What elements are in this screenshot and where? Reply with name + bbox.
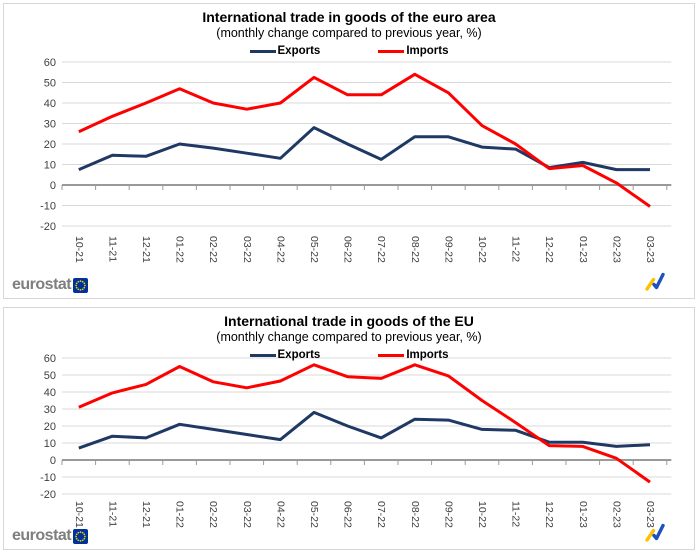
x-axis-label: 12-21 [140, 236, 152, 263]
legend-label: Exports [277, 349, 321, 361]
x-axis-label: 10-22 [476, 236, 488, 263]
x-axis-label: 05-22 [308, 236, 320, 263]
euro-area-chart-canvas: 60 50 40 30 20 10 0 -10 -20 10-21 11-21 12-21 01-22 0… [40, 57, 672, 263]
x-axis-label: 02-22 [207, 501, 219, 528]
x-axis-label: 01-23 [577, 501, 589, 528]
x-axis-label: 10-22 [476, 501, 488, 528]
y-axis-label: 30 [44, 404, 56, 416]
eu-flag-icon [73, 528, 89, 544]
y-axis-label: -20 [40, 221, 56, 233]
eu-chart-canvas: 60 50 40 30 20 10 0 -10 -20 10-21 11-21 12-21 01-22 0… [40, 353, 672, 528]
legend-item-exports: Exports [249, 349, 321, 361]
legend-swatch [378, 353, 405, 357]
x-axis-label: 07-22 [375, 236, 387, 263]
chart-subtitle: (monthly change compared to previous yea… [216, 330, 482, 344]
x-axis-label: 11-22 [510, 501, 522, 527]
legend-swatch [249, 353, 276, 357]
x-axis-label: 08-22 [409, 501, 421, 528]
x-axis-label: 10-21 [73, 236, 85, 263]
eurostat-logo-text: eurostat [12, 276, 72, 293]
x-axis-label: 12-22 [543, 501, 555, 528]
x-axis-label: 03-22 [241, 236, 253, 263]
legend-label: Imports [406, 349, 449, 361]
series-line-exports [78, 126, 650, 172]
y-axis-label: -20 [40, 489, 56, 501]
chart-subtitle: (monthly change compared to previous yea… [216, 26, 482, 40]
y-axis-label: 50 [44, 370, 56, 382]
x-axis-label: 04-22 [274, 501, 286, 528]
x-axis-label: 06-22 [342, 236, 354, 263]
x-axis-label: 06-22 [342, 501, 354, 528]
y-axis-label: -10 [40, 472, 56, 484]
y-axis-label: 20 [44, 139, 56, 151]
x-axis-label: 04-22 [274, 236, 286, 263]
eu-chart-panel: 60 50 40 30 20 10 0 -10 -20 10-21 11-21 12-21 01-22 0… [3, 307, 695, 550]
y-axis-label: 10 [44, 438, 56, 450]
x-axis-label: 02-23 [610, 236, 622, 263]
y-axis-label: 0 [50, 455, 56, 467]
x-axis-label: 10-21 [73, 501, 85, 528]
legend-item-exports: Exports [249, 45, 321, 57]
eurostat-logo: eurostat [12, 527, 89, 545]
x-axis-label: 09-22 [442, 236, 454, 263]
y-axis-label: 40 [44, 387, 56, 399]
x-axis-label: 03-22 [241, 501, 253, 528]
y-axis-label: 10 [44, 160, 56, 172]
chart-title: International trade in goods of the euro… [202, 9, 496, 25]
eurostat-logo: eurostat [12, 276, 89, 294]
euro-area-chart-panel: 60 50 40 30 20 10 0 -10 -20 10-21 11-21 12-21 01-22 0… [3, 3, 695, 299]
x-axis-label: 11-22 [510, 236, 522, 262]
legend-swatch [249, 49, 276, 53]
legend-label: Exports [277, 45, 321, 57]
trend-arrow-icon [645, 272, 665, 291]
x-axis-label: 11-21 [106, 236, 118, 262]
y-axis-label: 0 [50, 180, 56, 192]
legend-label: Imports [406, 45, 449, 57]
x-axis-label: 08-22 [409, 236, 421, 263]
x-axis-label: 05-22 [308, 501, 320, 528]
y-axis-label: 60 [44, 353, 56, 365]
y-axis-label: -10 [40, 201, 56, 213]
x-axis-label: 01-22 [174, 501, 186, 528]
legend: Exports Imports [4, 45, 694, 57]
y-axis-label: 50 [44, 78, 56, 90]
x-axis-label: 03-23 [644, 501, 656, 528]
x-axis-label: 03-23 [644, 236, 656, 263]
x-axis-label: 02-22 [207, 236, 219, 263]
x-axis-label: 12-21 [140, 501, 152, 528]
legend-item-imports: Imports [378, 349, 449, 361]
y-axis-label: 20 [44, 421, 56, 433]
trend-arrow-icon [645, 523, 665, 542]
y-axis-label: 40 [44, 98, 56, 110]
series-line-exports [78, 410, 651, 450]
eu-flag-icon [73, 277, 89, 293]
legend: Exports Imports [4, 349, 694, 361]
y-axis-label: 30 [44, 119, 56, 131]
x-axis-label: 01-22 [174, 236, 186, 263]
x-axis-label: 09-22 [442, 501, 454, 528]
legend-swatch [378, 49, 405, 53]
chart-title: International trade in goods of the EU [224, 313, 474, 329]
x-axis-label: 01-23 [577, 236, 589, 263]
x-axis-label: 12-22 [543, 236, 555, 263]
series-line-imports [78, 72, 651, 208]
x-axis-label: 07-22 [375, 501, 387, 528]
x-axis-label: 11-21 [106, 501, 118, 527]
series-line-imports [78, 363, 651, 484]
legend-item-imports: Imports [378, 45, 449, 57]
y-axis-label: 60 [44, 57, 56, 69]
x-axis-label: 02-23 [610, 501, 622, 528]
eurostat-logo-text: eurostat [12, 527, 72, 544]
